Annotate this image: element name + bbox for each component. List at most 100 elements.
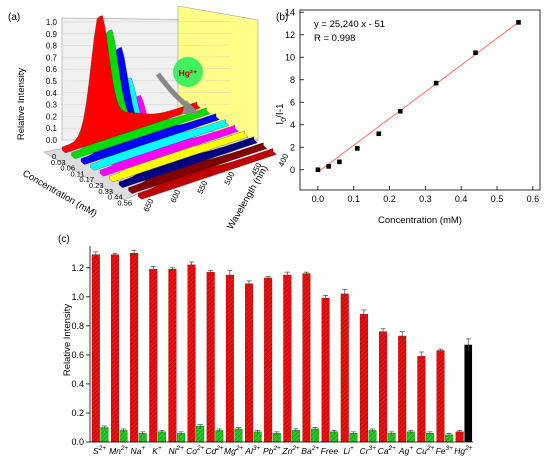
panel-a-concentration-tick-label: 0.56: [117, 198, 132, 207]
bar-red: [110, 254, 119, 443]
decrease-arrow-head: [182, 100, 200, 114]
data-point: [355, 146, 360, 151]
panel-a-z-tick-label: 0.6: [46, 65, 58, 74]
panel-a-concentration-tick-label: 0.06: [60, 164, 75, 173]
bar-red: [379, 331, 388, 443]
bar-red: [321, 298, 330, 443]
panel-b-x-tick-label: 0.5: [491, 194, 504, 204]
panel-b-y-tick-label: 0: [290, 165, 295, 175]
bar-green: [291, 430, 300, 443]
panel-c-category-label: S2+: [93, 445, 106, 456]
bar-green: [215, 430, 224, 443]
panel-b-x-axis: 0.0 0.1 0.2 0.3 0.4 0.5 0.6: [312, 186, 539, 204]
panel-a-concentration-tick-label: 0.03: [51, 158, 66, 167]
panel-b-x-label: Concentration (mM): [378, 215, 462, 226]
hg-badge: Hg²⁺: [173, 57, 203, 87]
panel-c-category-label: Cu2+: [416, 445, 434, 456]
panel-c-category-label: Co2+: [186, 445, 204, 456]
panel-c-category-label: Mn2+: [109, 445, 128, 456]
panel-a-wavelength-tick-label: 400: [277, 152, 291, 168]
panel-b-y-tick-label: 10: [285, 52, 295, 62]
panel-c-category-label: Ag+: [398, 445, 413, 456]
panel-c-category-label: Fe3+: [436, 445, 454, 456]
panel-c-category-label: Li+: [343, 445, 354, 456]
data-point: [433, 80, 439, 86]
panel-c-label: (c): [58, 234, 70, 245]
hg-badge-label: Hg²⁺: [179, 68, 198, 78]
data-point: [397, 108, 403, 114]
panel-c-y-tick-label: 0.2: [71, 408, 84, 418]
bar-green: [157, 431, 166, 443]
data-point: [315, 167, 321, 173]
panel-b-y-tick-label: 14: [285, 7, 295, 17]
panel-c-category-label: Zn2+: [281, 445, 300, 456]
panel-b-x-tick-label: 0.3: [419, 194, 432, 204]
panel-b-x-tick-label: 0.6: [527, 194, 540, 204]
bar-green: [196, 425, 205, 443]
panel-c-category-label: Cd2+: [205, 445, 223, 456]
panel-a-z-tick-label: 1.0: [46, 18, 58, 27]
panel-c-x-axis: S2+ Mn2+ Na+ K+ Ni2+ Co2+ Cd2+ Mg2+ Al3+ Pb2+ Zn2+…: [93, 445, 473, 456]
panel-a-z-tick-label: 0.4: [46, 89, 58, 98]
panel-c-category-label: Ni2+: [168, 445, 184, 456]
fit-line: [317, 22, 519, 173]
panel-c-y-tick-label: 1.2: [71, 263, 84, 273]
bar-green: [330, 431, 339, 443]
panel-a-wavelength-tick-label: 600: [169, 188, 183, 204]
bar-red: [283, 274, 292, 443]
panel-a-gridline: [61, 33, 231, 34]
panel-a-spectra: [61, 15, 277, 200]
panel-a-concentration-tick-label: 0.33: [98, 187, 113, 196]
panel-a-z-tick-label: 0.7: [46, 53, 58, 62]
panel-a-3d-spectra: (a) 0.00.10.20.30.40.50.60.70.80.91.0 00…: [8, 5, 291, 232]
panel-b-x-tick-label: 0.2: [383, 194, 396, 204]
data-point: [473, 50, 478, 56]
panel-b-x-tick-label: 0.1: [347, 194, 360, 204]
fit-r-value: R = 0.998: [314, 33, 355, 44]
panel-a-wavelength-tick-label: 650: [142, 197, 156, 213]
bar-green: [100, 427, 109, 443]
bar-green: [234, 428, 243, 443]
bar-red: [436, 350, 445, 443]
panel-c-y-axis: 0.0 0.2 0.4 0.6 0.8 1.0 1.2: [71, 263, 90, 447]
panel-c-category-label: Cr3+: [359, 445, 376, 456]
bar-red: [130, 253, 139, 443]
panel-a-concentration-tick-label: 0.17: [79, 175, 94, 184]
bar-red: [359, 314, 368, 443]
panel-b-x-tick-label: 0.4: [455, 194, 468, 204]
panel-a-z-tick-label: 0.8: [46, 42, 58, 51]
panel-c-category-label: Al3+: [244, 445, 260, 456]
panel-a-concentration-tick-label: 0.23: [89, 181, 104, 190]
panel-b-y-tick-label: 2: [290, 142, 295, 152]
panel-a-concentration-tick-label: 0: [52, 152, 56, 161]
panel-c-category-label: K+: [152, 445, 162, 456]
bar-red: [398, 335, 407, 443]
panel-c-y-tick-label: 0.6: [71, 350, 84, 360]
panel-a-z-tick-label: 0.9: [46, 30, 58, 39]
panel-a-gridline: [61, 44, 231, 46]
bar-red: [455, 431, 464, 443]
panel-a-wavelength-tick-label: 500: [223, 170, 237, 186]
bar-red: [187, 264, 196, 443]
panel-a-wavelength-tick-label: 550: [196, 179, 210, 195]
panel-b-data-points: [315, 20, 521, 173]
panel-c-selectivity: (c) 0.0 0.2 0.4 0.6 0.8 1.0 1.2 S2+ Mn2+ Na+ K+ Ni…: [58, 234, 473, 456]
bar-hg-highlight: [464, 344, 473, 442]
panel-a-z-label: Relative Intensity: [16, 68, 27, 141]
panel-b-y-tick-label: 12: [285, 30, 295, 40]
panel-b-y-axis: 0 2 4 6 8 10 12 14: [285, 7, 304, 175]
panel-c-y-tick-label: 1.0: [71, 292, 84, 302]
panel-c-bars: [91, 250, 473, 443]
panel-c-category-label: Mg2+: [224, 445, 243, 456]
spectrum-ribbon: [61, 15, 201, 154]
bar-red: [168, 269, 177, 443]
data-point: [516, 20, 521, 25]
panel-a-z-tick-label: 0.2: [46, 112, 58, 121]
bar-red: [302, 273, 311, 443]
data-point: [337, 159, 342, 165]
panel-b-y-tick-label: 6: [290, 97, 295, 107]
panel-a-z-tick-label: 0.1: [46, 124, 58, 133]
